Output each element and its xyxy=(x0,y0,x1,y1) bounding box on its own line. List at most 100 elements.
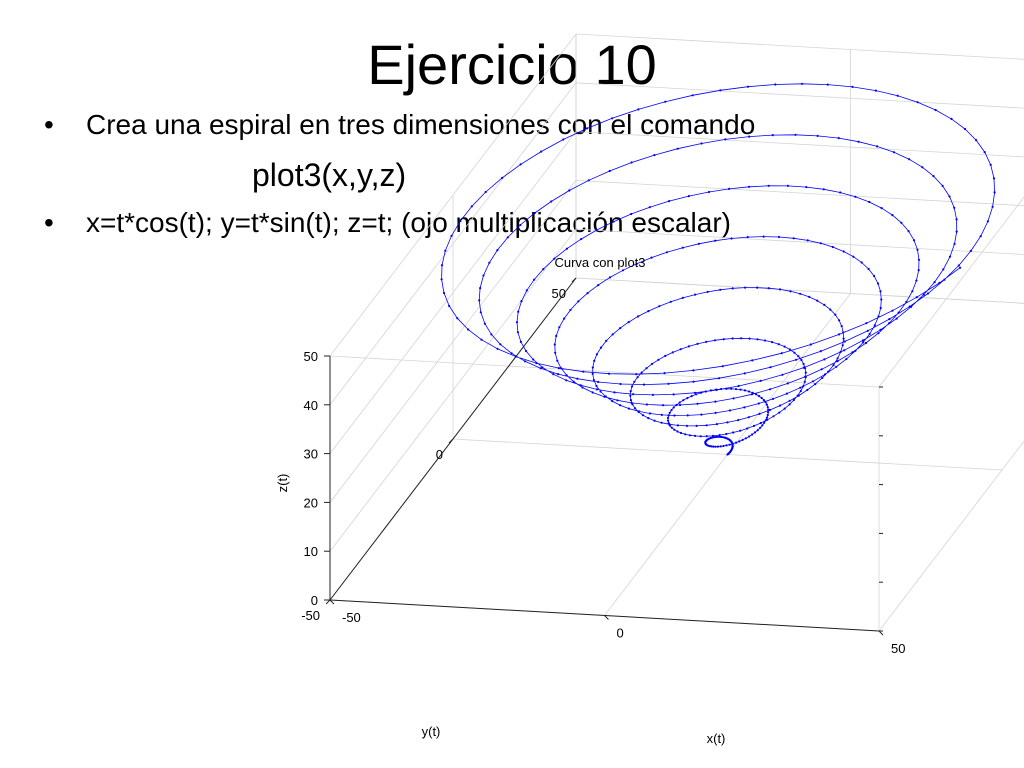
spiral-data-point xyxy=(442,291,446,295)
spiral-data-point xyxy=(823,358,826,361)
spiral-data-point xyxy=(747,390,751,393)
spiral-data-point xyxy=(714,445,717,448)
spiral-data-point xyxy=(533,278,536,281)
spiral-data-point xyxy=(675,403,678,407)
spiral-data-point xyxy=(802,385,805,388)
spiral-data-point xyxy=(922,293,925,296)
spiral-data-point xyxy=(794,133,797,136)
spiral-data-point xyxy=(722,338,725,341)
spiral-data-point xyxy=(993,191,996,194)
spiral-data-point xyxy=(488,261,491,264)
spiral-data-point xyxy=(731,442,734,445)
spiral-data-point xyxy=(912,239,916,242)
spiral-data-point xyxy=(637,410,641,413)
spiral-data-point xyxy=(629,394,632,397)
spiral-data-point xyxy=(959,266,962,269)
spiral-data-point xyxy=(699,391,703,394)
spiral-data-point xyxy=(821,376,824,379)
spiral-data-point xyxy=(666,416,670,420)
spiral-data-point xyxy=(915,296,918,299)
spiral-data-point xyxy=(595,384,598,388)
spiral-data-point xyxy=(763,339,767,342)
spiral-data-point xyxy=(862,341,865,344)
spiral-data-point xyxy=(519,340,523,343)
spiral-data-point xyxy=(496,249,499,252)
spiral-data-point xyxy=(752,424,756,427)
spiral-data-point xyxy=(953,206,956,209)
spiral-data-point xyxy=(608,372,611,375)
grid-line xyxy=(575,33,1024,60)
spiral-data-point xyxy=(816,299,819,302)
spiral-data-point xyxy=(510,352,513,355)
spiral-data-point xyxy=(715,388,718,392)
spiral-data-point xyxy=(731,337,734,340)
spiral-data-point xyxy=(532,358,535,361)
spiral-data-point xyxy=(769,366,772,369)
spiral-data-point xyxy=(880,207,883,210)
spiral-data-point xyxy=(748,185,751,188)
spiral-data-point xyxy=(941,184,944,187)
spiral-data-point xyxy=(519,163,522,166)
spiral-data-point xyxy=(671,351,674,354)
spiral-data-point xyxy=(728,443,731,446)
spiral-data-point xyxy=(916,101,919,104)
spiral-data-point xyxy=(805,186,808,189)
spiral-data-point xyxy=(771,134,774,137)
spiral-data-point xyxy=(667,382,670,385)
spiral-data-point xyxy=(879,328,882,331)
grid-line xyxy=(575,131,1024,158)
spiral-data-point xyxy=(440,278,443,281)
spiral-data-point xyxy=(778,411,781,414)
spiral-data-point xyxy=(917,269,920,272)
spiral-data-point xyxy=(557,367,561,370)
spiral-data-point xyxy=(520,300,523,303)
spiral-data-point xyxy=(506,236,509,239)
spiral-data-point xyxy=(648,412,652,415)
spiral-data-point xyxy=(873,274,876,278)
spiral-data-point xyxy=(554,351,557,354)
spiral-data-point xyxy=(630,385,634,388)
spiral-data-point xyxy=(852,255,855,258)
spiral-data-point xyxy=(679,431,683,435)
spiral-data-point xyxy=(663,372,666,375)
x-tick-mark xyxy=(604,615,609,620)
spiral-data-point xyxy=(556,359,559,362)
spiral-data-point xyxy=(861,339,865,342)
spiral-data-point xyxy=(839,191,842,194)
spiral-data-point xyxy=(874,89,878,92)
spiral-data-point xyxy=(719,288,722,291)
spiral-data-point xyxy=(714,400,717,403)
spiral-data-point xyxy=(836,360,839,363)
spiral-data-point xyxy=(713,339,717,342)
spiral-data-point xyxy=(690,395,693,398)
spiral-data-point xyxy=(591,391,594,394)
spiral-data-point xyxy=(838,333,841,336)
spiral-data-point xyxy=(753,431,757,434)
spiral-data-point xyxy=(751,433,754,436)
spiral-data-point xyxy=(734,388,738,391)
bullet-marker: • xyxy=(44,207,54,238)
spiral-data-point xyxy=(553,343,556,346)
spiral-data-point xyxy=(957,264,960,267)
spiral-data-point xyxy=(880,298,883,301)
spiral-data-point xyxy=(592,379,596,382)
y-tick-mark xyxy=(448,438,454,444)
spiral-data-point xyxy=(888,318,891,321)
spiral-data-point xyxy=(480,338,483,341)
spiral-data-point xyxy=(611,400,614,403)
spiral-data-point xyxy=(535,362,538,365)
spiral-data-point xyxy=(673,428,676,431)
spiral-data-point xyxy=(905,300,908,304)
spiral-data-point xyxy=(916,248,919,251)
spiral-data-point xyxy=(664,354,667,357)
spiral-data-point xyxy=(619,327,622,330)
spiral-data-point xyxy=(627,321,630,324)
spiral-data-point xyxy=(747,416,751,419)
spiral-data-point xyxy=(576,377,579,380)
spiral-data-point xyxy=(831,245,834,249)
spiral-data-point xyxy=(758,395,761,398)
spiral-data-point xyxy=(963,127,967,131)
spiral-data-point xyxy=(789,290,792,293)
x-tick-mark xyxy=(878,630,884,636)
